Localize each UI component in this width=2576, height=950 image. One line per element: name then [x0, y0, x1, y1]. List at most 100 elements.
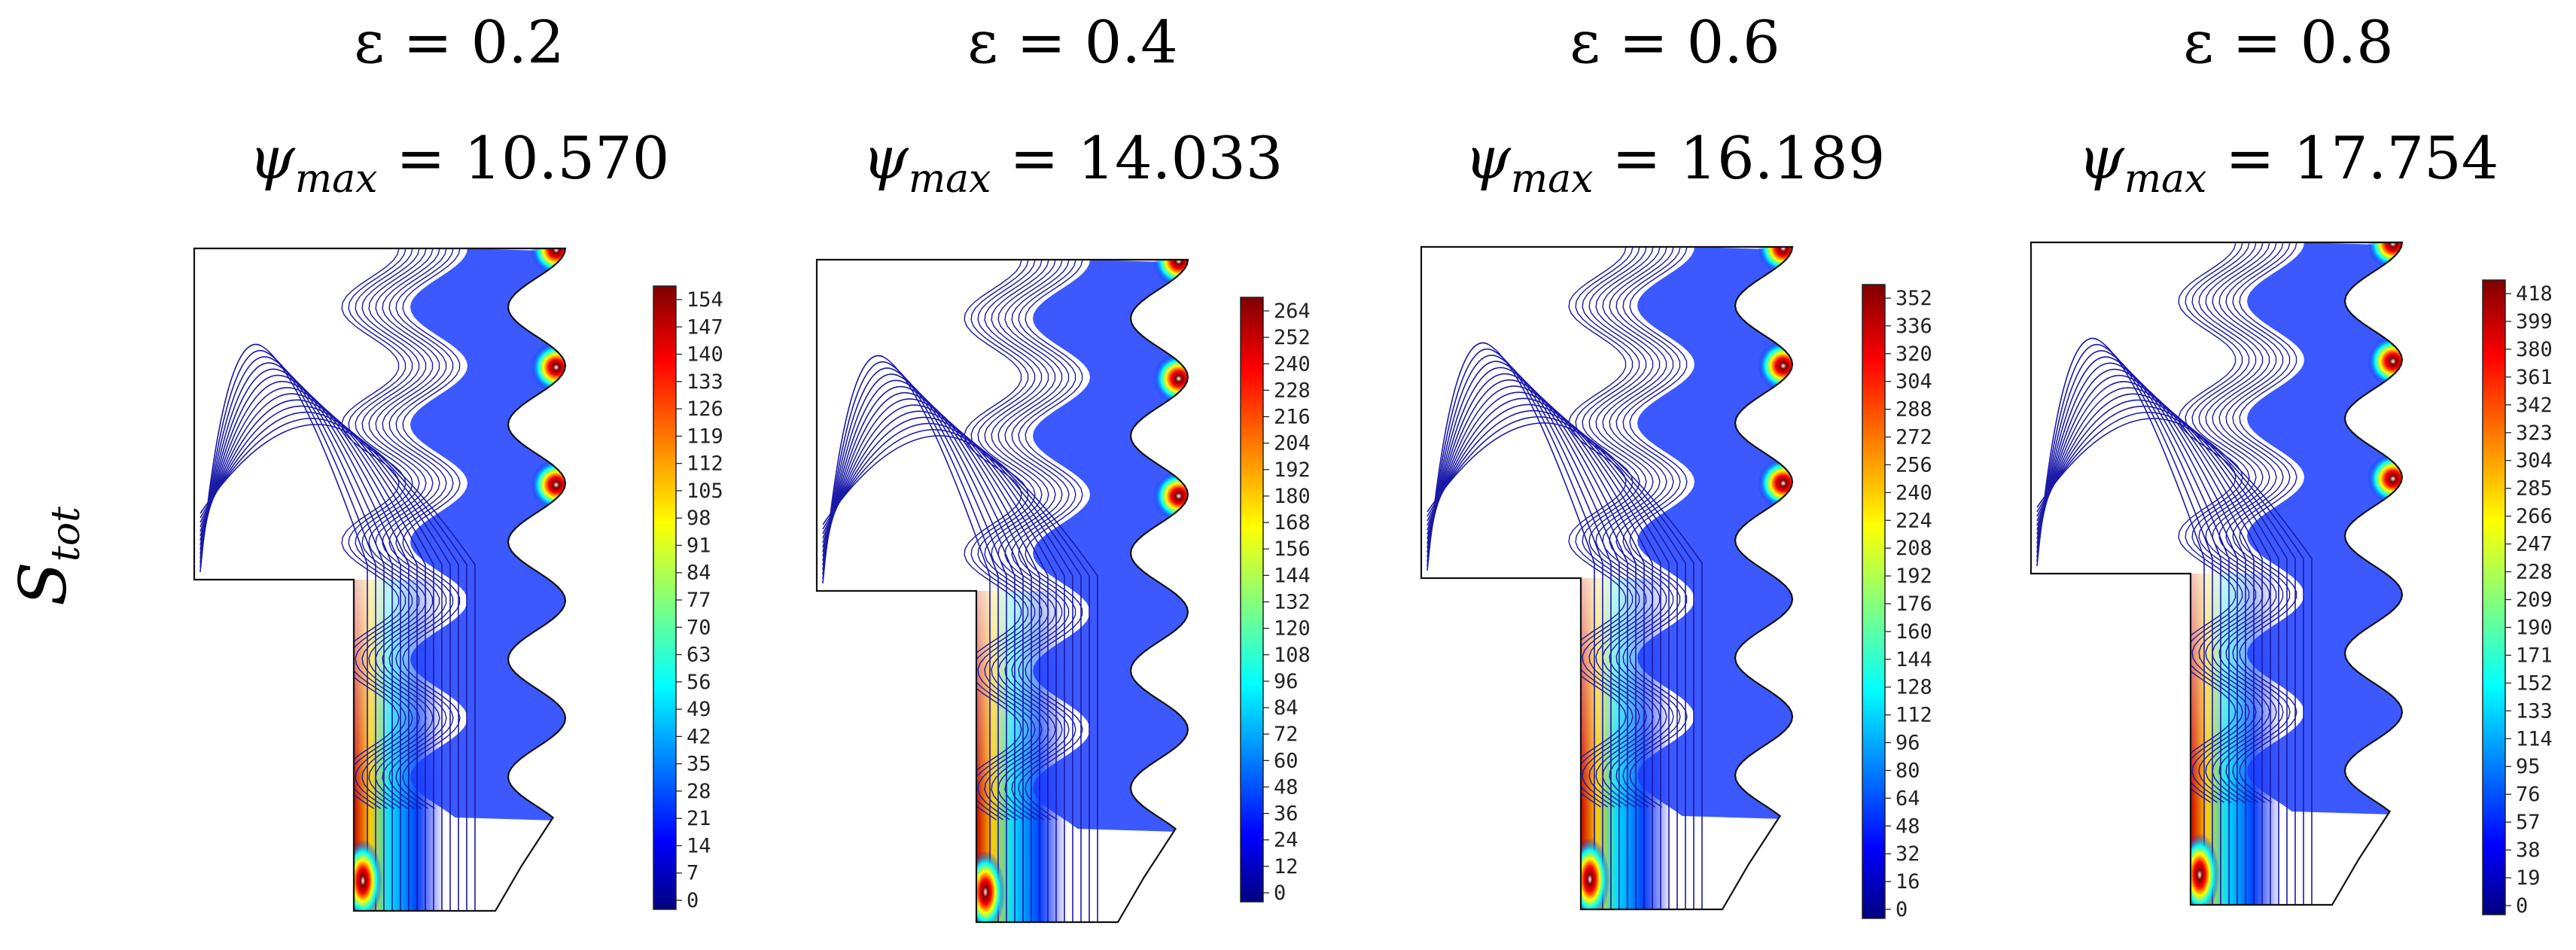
contour-line — [1427, 373, 1637, 909]
colorbar-tick-label: 190 — [2516, 616, 2553, 639]
contour-line — [1568, 247, 1627, 808]
colorbar-tick-label: 19 — [2516, 866, 2541, 890]
hotspot — [2367, 336, 2402, 387]
contour-line — [1622, 247, 1681, 808]
colorbar-tick-label: 128 — [1895, 676, 1932, 699]
epsilon-label-3: ε = 0.6 — [1570, 9, 1780, 77]
contour-line — [1629, 247, 1688, 808]
hotspot — [1757, 458, 1792, 509]
contour-line — [1025, 260, 1083, 821]
colorbar-tick-label: 168 — [1274, 511, 1311, 534]
contour-line — [199, 424, 476, 911]
panel-4: 4183993803613423233042852662472282091901… — [2029, 241, 2553, 918]
psi-sub: max — [908, 157, 991, 202]
contour-line — [199, 350, 376, 911]
colorbar-tick-label: 342 — [2516, 394, 2553, 417]
colorbar-tick-label: 56 — [687, 671, 711, 694]
contour-line — [822, 385, 1032, 922]
colorbar-tick-label: 171 — [2516, 644, 2553, 667]
psi-symbol: ψ — [862, 125, 909, 193]
colorbar-tick-label: 105 — [687, 480, 723, 503]
colorbar-tick-label: 140 — [687, 343, 723, 367]
contour-line — [997, 260, 1056, 821]
contour-line — [2232, 242, 2291, 803]
contour-line — [2036, 393, 2279, 905]
hotspot — [1757, 340, 1792, 391]
colorbar-tick-label: 28 — [687, 780, 711, 803]
contour-line — [977, 260, 1036, 821]
hotspot — [530, 459, 565, 510]
colorbar-tick-label: 266 — [2516, 505, 2553, 528]
colorbar-tick-label: 361 — [2516, 366, 2553, 389]
inlet-hotspot — [2180, 833, 2219, 905]
contour-line — [2185, 242, 2243, 803]
hotspot — [1757, 247, 1792, 274]
contour-line — [199, 343, 368, 911]
colorbar-tick-label: 156 — [1274, 537, 1311, 561]
contour-line — [984, 260, 1043, 821]
colorbar-tick-label: 228 — [1274, 379, 1311, 402]
contour-line — [822, 416, 1073, 922]
colorbar-tick-label: 49 — [687, 698, 711, 721]
colorbar-tick-label: 126 — [687, 397, 723, 421]
colorbar-tick-label: 14 — [687, 834, 711, 857]
colorbar-tick-label: 35 — [687, 753, 711, 776]
psi-sub: max — [294, 157, 378, 202]
colorbar-tick-label: 285 — [2516, 477, 2553, 501]
field-4 — [2036, 242, 2402, 905]
contour-line — [1427, 391, 1661, 909]
colorbar-tick-label: 84 — [1274, 696, 1299, 720]
contour-line — [2036, 374, 2255, 905]
contour-line — [822, 355, 991, 922]
colorbar-tick-label: 12 — [1274, 855, 1299, 878]
contour-line — [2036, 387, 2271, 905]
wall-blue-band — [1033, 260, 1188, 832]
contour-line — [991, 260, 1049, 821]
colorbar-tick-label: 112 — [687, 452, 723, 476]
colorbar — [1240, 297, 1264, 903]
contour-line — [822, 391, 1040, 922]
epsilon-label-2: ε = 0.4 — [967, 9, 1178, 77]
colorbar-tick-label: 48 — [1895, 815, 1920, 838]
contour-line — [1427, 367, 1628, 909]
contour-line — [822, 361, 999, 922]
colorbar-tick-label: 380 — [2516, 338, 2553, 361]
contour-line — [822, 410, 1065, 922]
colorbar-tick-label: 0 — [2516, 894, 2528, 918]
domain-outline — [1420, 245, 1794, 911]
colorbar-tick-label: 91 — [687, 534, 711, 557]
wall-blue-band — [1637, 247, 1792, 819]
colorbar-tick-label: 399 — [2516, 310, 2553, 333]
contour-line — [2036, 368, 2246, 905]
colorbar-tick-label: 154 — [687, 288, 723, 312]
colorbar — [653, 285, 677, 910]
colorbar-tick-label: 24 — [1274, 829, 1299, 852]
contour-line — [355, 248, 413, 809]
contour-line — [1004, 260, 1063, 821]
hotspot — [530, 342, 565, 393]
contour-line — [2036, 362, 2238, 905]
hotspot — [2367, 453, 2402, 504]
contour-line — [970, 260, 1029, 821]
colorbar-tick-label: 70 — [687, 616, 711, 639]
contour-line — [1615, 247, 1674, 808]
colorbar-tick-label: 114 — [2516, 727, 2553, 751]
psi-value: = 10.570 — [396, 125, 670, 193]
contour-line — [2191, 242, 2250, 803]
contour-line — [1575, 247, 1634, 808]
colorbar-tick-label: 418 — [2516, 282, 2553, 306]
domain-outline — [815, 258, 1189, 924]
colorbar-tick-label: 352 — [1895, 287, 1932, 310]
domain-outline — [2029, 241, 2404, 906]
contour-line — [361, 248, 420, 809]
wall-blue-band — [2247, 242, 2402, 815]
epsilon-label-1: ε = 0.2 — [354, 9, 565, 77]
colorbar-tick-label: 21 — [687, 807, 711, 830]
colorbar-tick-label: 48 — [1274, 775, 1299, 799]
contour-line — [1427, 361, 1620, 909]
colorbar-tick-label: 42 — [687, 725, 711, 748]
colorbar-tick-label: 144 — [1895, 648, 1932, 671]
contour-line — [382, 248, 440, 809]
domain-outline — [193, 247, 567, 912]
colorbar-tick-label: 112 — [1895, 704, 1932, 727]
